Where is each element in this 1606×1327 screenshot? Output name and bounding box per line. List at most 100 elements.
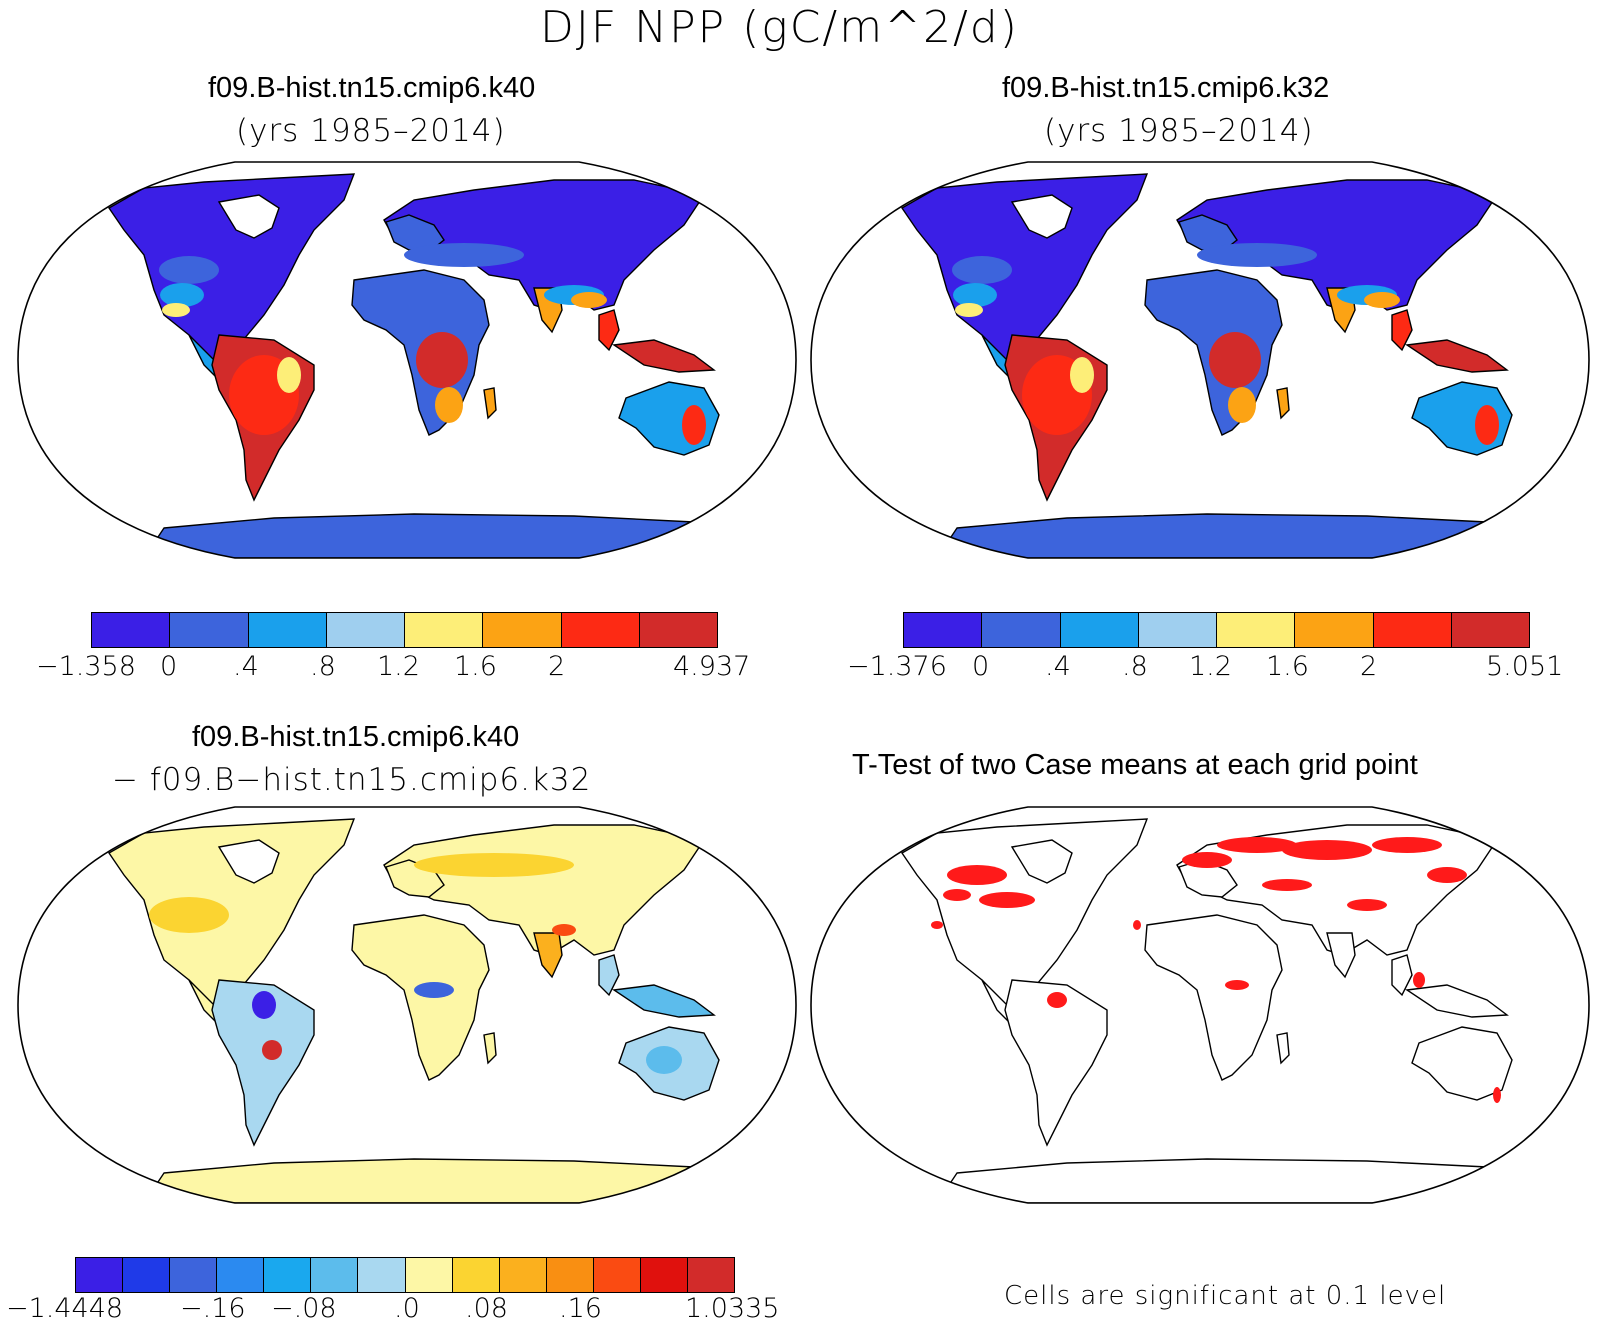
npp-band <box>1364 292 1400 308</box>
panel-2-title: f09.B-hist.tn15.cmip6.k32 <box>1002 72 1330 104</box>
colorbar-cell <box>358 1258 406 1292</box>
map-border <box>17 806 797 1204</box>
colorbar-1-tick: 2 <box>548 651 566 682</box>
panel-3-title: f09.B-hist.tn15.cmip6.k40 <box>192 721 520 753</box>
map-panel-4 <box>810 806 1590 1204</box>
significant-cell <box>1493 1087 1501 1103</box>
colorbar-3-tick: .08 <box>465 1293 508 1324</box>
npp-band <box>571 292 607 308</box>
colorbar-cell <box>904 613 983 647</box>
colorbar-3-tick: −.08 <box>271 1293 337 1324</box>
land-madagascar <box>1276 1032 1290 1065</box>
land-sea <box>1391 309 1413 352</box>
panel-1-title: f09.B-hist.tn15.cmip6.k40 <box>208 72 536 104</box>
land-greenland <box>217 194 280 239</box>
significance-note: Cells are significant at 0.1 level <box>1004 1281 1447 1311</box>
diff-patch <box>646 1046 682 1074</box>
significant-cell <box>1133 920 1141 930</box>
colorbar-cell <box>405 613 484 647</box>
panel-3-subtitle: − f09.B−hist.tn15.cmip6.k32 <box>112 762 592 798</box>
land-africa <box>351 914 490 1081</box>
npp-band <box>416 332 468 388</box>
significant-cell <box>979 892 1035 908</box>
significant-cell <box>931 921 943 929</box>
land-greenland <box>1010 194 1073 239</box>
colorbar-panel-2 <box>903 612 1530 648</box>
land-eurasia <box>1176 824 1499 956</box>
colorbar-cell <box>311 1258 359 1292</box>
colorbar-2-tick: .4 <box>1045 651 1071 682</box>
land-madagascar <box>483 1032 497 1065</box>
npp-band <box>682 405 706 445</box>
land-greenland <box>1010 839 1073 884</box>
colorbar-2-tick: 5.051 <box>1486 651 1564 682</box>
colorbar-2-tick: 0 <box>972 651 990 682</box>
diff-patch <box>149 897 229 933</box>
npp-band <box>952 256 1012 284</box>
map-panel-3 <box>17 806 797 1204</box>
colorbar-cell <box>452 1258 500 1292</box>
main-title: DJF NPP (gC/m^2/d) <box>540 2 1019 53</box>
colorbar-2-tick: .8 <box>1122 651 1148 682</box>
npp-band <box>1475 405 1499 445</box>
npp-band <box>1209 332 1261 388</box>
colorbar-cell <box>170 1258 218 1292</box>
diff-patch <box>414 982 454 998</box>
diff-patch <box>252 991 276 1019</box>
colorbar-3-tick: −.16 <box>180 1293 246 1324</box>
significant-cell <box>1225 980 1249 990</box>
significant-cell <box>1262 879 1312 891</box>
colorbar-2-tick: 2 <box>1360 651 1378 682</box>
diff-patch <box>414 853 574 877</box>
significant-cell <box>1413 972 1425 988</box>
land-sea <box>598 309 620 352</box>
land-greenland <box>217 839 280 884</box>
colorbar-1-tick: .4 <box>233 651 259 682</box>
significant-cell <box>1347 899 1387 911</box>
npp-band <box>953 283 997 307</box>
colorbar-cell <box>123 1258 171 1292</box>
npp-band <box>159 256 219 284</box>
npp-band <box>160 283 204 307</box>
significant-cell <box>1427 867 1467 883</box>
land-africa <box>1144 914 1283 1081</box>
colorbar-2-tick: 1.2 <box>1189 651 1232 682</box>
colorbar-3-tick: .16 <box>559 1293 602 1324</box>
colorbar-cell <box>561 613 640 647</box>
land-sea <box>1391 954 1413 997</box>
colorbar-cell <box>639 613 717 647</box>
land-northAmerica <box>107 818 356 1016</box>
colorbar-cell <box>1060 613 1139 647</box>
colorbar-cell <box>1373 613 1452 647</box>
colorbar-3-tick: −1.4448 <box>6 1293 124 1324</box>
colorbar-cell <box>264 1258 312 1292</box>
colorbar-cell <box>1138 613 1217 647</box>
panel-4-title: T-Test of two Case means at each grid po… <box>852 749 1418 781</box>
significant-cell <box>1182 852 1232 868</box>
land-madagascar <box>483 387 497 420</box>
map-panel-2 <box>810 161 1590 559</box>
map-border <box>810 806 1590 1204</box>
diff-patch <box>552 924 576 936</box>
colorbar-cell <box>170 613 249 647</box>
colorbar-panel-3 <box>75 1257 735 1293</box>
colorbar-1-tick: .8 <box>310 651 336 682</box>
npp-band <box>955 303 983 317</box>
map-panel-1 <box>17 161 797 559</box>
colorbar-cell <box>217 1258 265 1292</box>
significant-cell <box>943 889 971 901</box>
npp-band <box>277 357 301 393</box>
npp-band <box>435 387 463 423</box>
colorbar-cell <box>1295 613 1374 647</box>
colorbar-cell <box>640 1258 689 1292</box>
map-border <box>17 161 797 559</box>
colorbar-cell <box>499 1258 547 1292</box>
npp-band <box>404 243 524 267</box>
panel-2-subtitle: (yrs 1985–2014) <box>1044 113 1314 149</box>
colorbar-panel-1 <box>91 612 718 648</box>
npp-band <box>1070 357 1094 393</box>
land-southAmerica <box>211 979 315 1147</box>
map-border <box>810 161 1590 559</box>
colorbar-cell <box>546 1258 594 1292</box>
colorbar-cell <box>593 1258 641 1292</box>
